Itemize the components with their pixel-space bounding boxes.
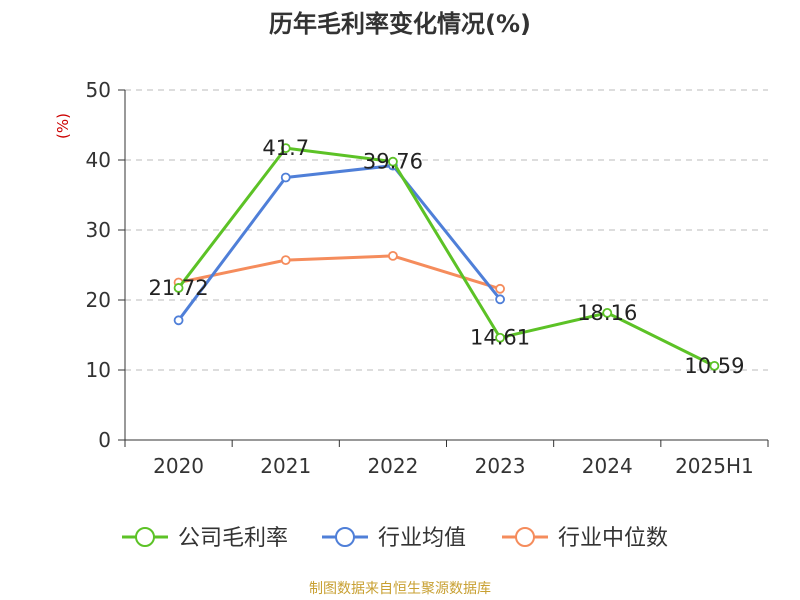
data-label: 14.61 — [470, 326, 530, 350]
legend-label: 行业均值 — [378, 526, 466, 551]
data-point — [602, 307, 613, 318]
y-tick-label: 0 — [98, 428, 111, 452]
y-tick-label: 20 — [86, 288, 111, 312]
legend-label: 公司毛利率 — [178, 526, 288, 551]
legend-marker — [135, 527, 155, 547]
legend-item[interactable]: 行业中位数 — [502, 526, 668, 551]
data-point — [173, 315, 184, 326]
chart-title: 历年毛利率变化情况(%) — [269, 10, 531, 38]
legend-item[interactable]: 行业均值 — [322, 526, 466, 551]
series-line — [178, 254, 501, 291]
data-label: 18.16 — [577, 301, 637, 325]
data-point — [280, 143, 291, 154]
axes: 0 10 20 30 40 50 2020 2021 2022 2023 2024 2025H1 (%) — [54, 78, 769, 478]
data-point — [280, 255, 291, 266]
data-point — [495, 283, 505, 294]
y-tick-label: 10 — [86, 358, 111, 382]
source-note: 制图数据来自恒生聚源数据库 — [309, 581, 491, 597]
data-point — [388, 250, 398, 261]
x-tick-label: 2020 — [153, 454, 204, 478]
x-tick-label: 2025H1 — [675, 454, 754, 478]
data-point — [173, 283, 184, 293]
data-point — [280, 172, 291, 183]
data-label: 21.72 — [149, 276, 209, 300]
data-label: 39.76 — [363, 150, 423, 174]
data-label: 10.59 — [684, 354, 744, 378]
series-layer — [173, 143, 720, 371]
y-tick-label: 40 — [86, 148, 111, 172]
y-axis-label: (%) — [54, 113, 72, 139]
legend-item[interactable]: 公司毛利率 — [122, 526, 288, 551]
legend: 公司毛利率 行业均值 行业中位数 — [122, 526, 668, 551]
data-point — [495, 332, 505, 343]
series-line — [177, 146, 716, 368]
legend-marker — [335, 527, 355, 547]
x-tick-label: 2021 — [260, 454, 311, 478]
data-point — [388, 156, 398, 167]
x-tick-label: 2024 — [582, 454, 633, 478]
x-tick-label: 2023 — [475, 454, 526, 478]
grid-lines — [125, 89, 768, 371]
series-line — [177, 164, 502, 322]
y-tick-label: 50 — [86, 78, 111, 102]
legend-marker — [515, 527, 535, 547]
data-label: 41.7 — [262, 136, 309, 160]
data-labels: 21.72 41.7 39.76 14.61 18.16 10.59 — [149, 136, 745, 378]
data-point — [709, 360, 720, 371]
data-point — [495, 294, 505, 305]
y-tick-label: 30 — [86, 218, 111, 242]
x-tick-label: 2022 — [367, 454, 418, 478]
legend-label: 行业中位数 — [558, 526, 668, 551]
